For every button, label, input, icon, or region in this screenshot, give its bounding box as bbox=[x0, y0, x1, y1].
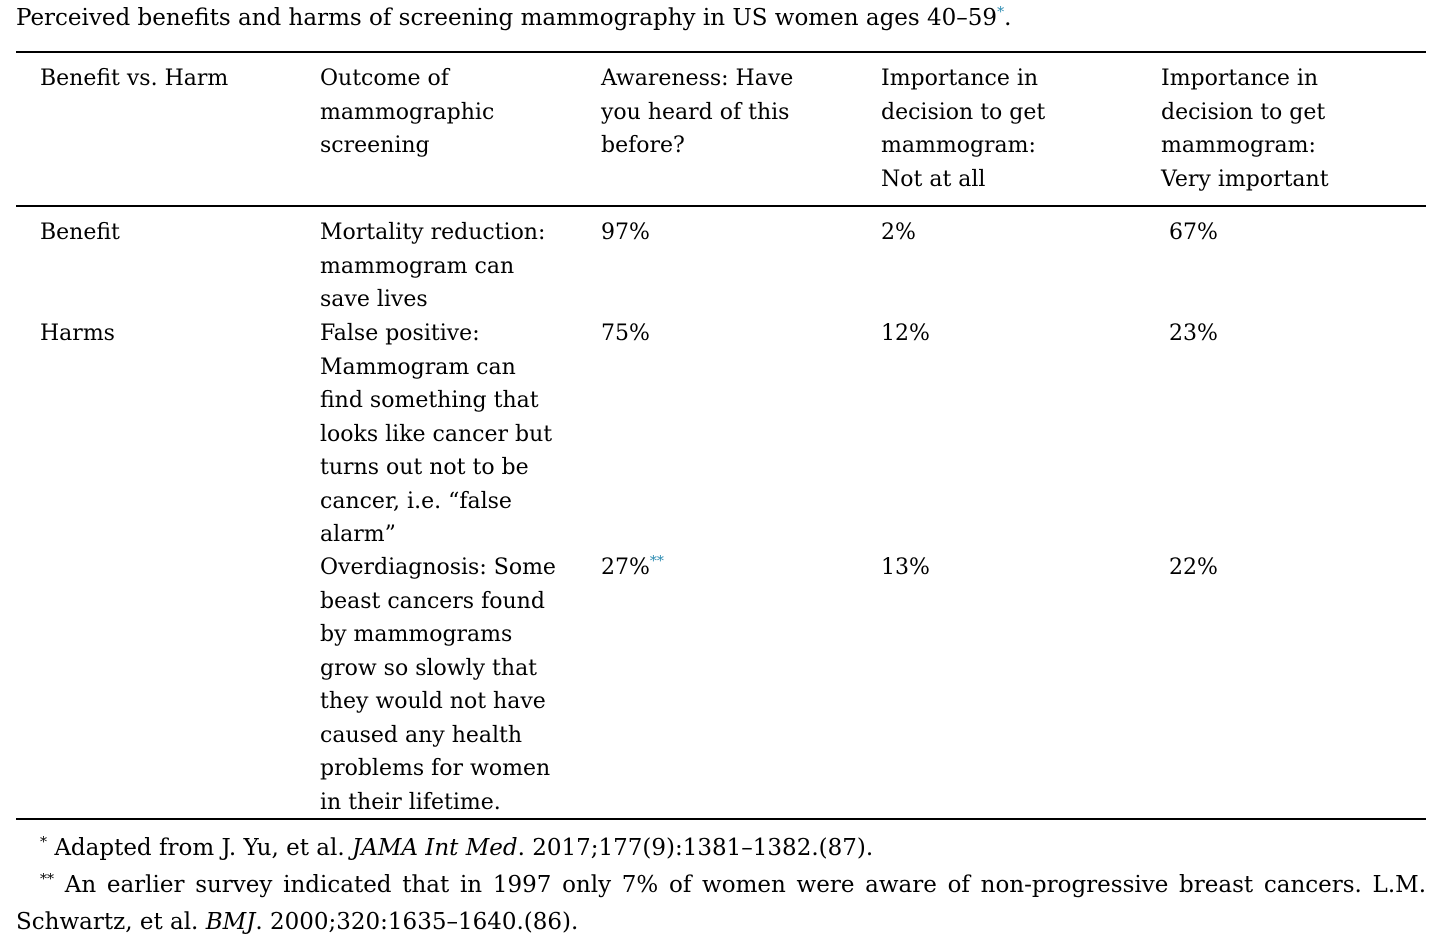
row-2-very-important: 23% bbox=[1169, 321, 1218, 346]
footnote-1-before: Adapted from J. Yu, et al. bbox=[54, 835, 352, 861]
row-2-outcome: False positive: Mammogram can find somet… bbox=[320, 321, 553, 547]
row-1-not-at-all: 2% bbox=[881, 220, 916, 245]
row-3-footnote-link[interactable]: ** bbox=[649, 553, 664, 570]
caption-end: . bbox=[1004, 5, 1012, 31]
header-importance-very-important: Importance in decision to get mammogram:… bbox=[1161, 66, 1329, 192]
footnote-2-after: . 2000;320:1635–1640.(86). bbox=[255, 909, 579, 935]
footnote-1-after: . 2017;177(9):1381–1382.(87). bbox=[517, 835, 874, 861]
row-1-very-important: 67% bbox=[1169, 220, 1218, 245]
row-2-not-at-all: 12% bbox=[881, 321, 930, 346]
row-3-outcome: Overdiagnosis: Some beast cancers found … bbox=[320, 555, 556, 815]
row-2-type: Harms bbox=[40, 321, 115, 346]
header-outcome: Outcome of mammographic screening bbox=[320, 66, 495, 158]
table-caption: Perceived benefits and harms of screenin… bbox=[16, 2, 1011, 34]
row-1-outcome: Mortality reduction: mammogram can save … bbox=[320, 220, 546, 312]
header-importance-not-at-all: Importance in decision to get mammogram:… bbox=[881, 66, 1046, 192]
table-bottom-rule bbox=[16, 818, 1426, 820]
header-benefit-vs-harm: Benefit vs. Harm bbox=[40, 66, 229, 91]
row-2-awareness: 75% bbox=[601, 317, 650, 351]
row-1-type: Benefit bbox=[40, 220, 120, 245]
footnote-2-journal: BMJ bbox=[205, 909, 256, 935]
footnote-2-before: An earlier survey indicated that in 1997… bbox=[16, 872, 1427, 935]
caption-text: Perceived benefits and harms of screenin… bbox=[16, 5, 998, 31]
header-awareness: Awareness: Have you heard of this before… bbox=[601, 66, 794, 158]
table-header-rule bbox=[16, 205, 1426, 207]
row-3-not-at-all: 13% bbox=[881, 555, 930, 580]
row-3-very-important: 22% bbox=[1169, 555, 1218, 580]
footnote-1: * Adapted from J. Yu, et al. JAMA Int Me… bbox=[40, 830, 873, 867]
row-1-awareness-value: 97% bbox=[601, 220, 650, 245]
footnote-1-journal: JAMA Int Med bbox=[351, 835, 518, 861]
table-top-rule bbox=[16, 51, 1426, 53]
footnote-2: ** An earlier survey indicated that in 1… bbox=[16, 867, 1426, 941]
row-3-awareness: 27%** bbox=[601, 551, 664, 585]
row-3-awareness-value: 27% bbox=[601, 555, 650, 580]
caption-footnote-link[interactable]: * bbox=[997, 4, 1005, 21]
footnote-2-mark: ** bbox=[40, 871, 54, 888]
row-2-awareness-value: 75% bbox=[601, 321, 650, 346]
footnote-1-mark: * bbox=[40, 834, 47, 851]
row-1-awareness: 97% bbox=[601, 216, 650, 250]
